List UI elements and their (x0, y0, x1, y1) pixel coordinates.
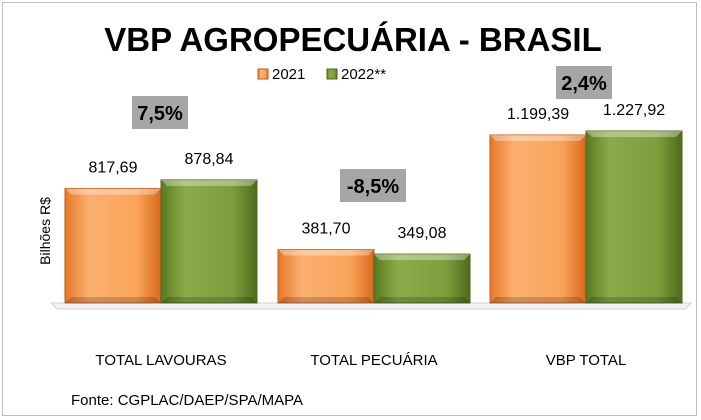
category-label: TOTAL LAVOURAS (95, 352, 226, 369)
bar-total-lavouras-2022 (160, 179, 258, 304)
bar-vbp-total-2022 (585, 130, 683, 304)
legend-item-2022: 2022** (326, 66, 386, 83)
bar-total-lavouras-2021 (64, 187, 162, 304)
legend-label: 2021 (272, 66, 305, 83)
legend-item-2021: 2021 (257, 66, 305, 83)
change-label: 2,4% (561, 73, 607, 95)
bar-chart: VBP AGROPECUÁRIA - BRASIL 2021 2022** 817… (37, 21, 693, 409)
floor-plane (49, 302, 693, 310)
change-label: -8,5% (347, 176, 399, 198)
bar-total-pecu-ria-2021 (277, 249, 375, 304)
y-axis-title: Bilhões R$ (37, 197, 53, 265)
value-label: 817,69 (89, 159, 138, 176)
change-label: 7,5% (137, 103, 183, 125)
chart-title: VBP AGROPECUÁRIA - BRASIL (104, 21, 601, 58)
chart-frame: VBP AGROPECUÁRIA - BRASIL 2021 2022** 817… (2, 2, 697, 416)
change-badge: 7,5% (132, 96, 188, 129)
legend-swatch (257, 68, 269, 80)
legend-swatch (326, 68, 338, 80)
bar-total-pecu-ria-2022 (373, 253, 471, 304)
value-label: 878,84 (185, 151, 234, 168)
category-label: VBP TOTAL (546, 352, 627, 369)
value-label: 349,08 (398, 225, 447, 242)
source-note: Fonte: CGPLAC/DAEP/SPA/MAPA (71, 392, 303, 409)
change-badge: 2,4% (556, 66, 612, 99)
category-label: TOTAL PECUÁRIA (310, 352, 437, 369)
value-label: 1.227,92 (603, 102, 665, 119)
bar-vbp-total-2021 (489, 134, 587, 304)
legend-label: 2022** (341, 66, 386, 83)
value-label: 381,70 (302, 221, 351, 238)
chart-legend: 2021 2022** (257, 66, 386, 83)
value-label: 1.199,39 (507, 106, 569, 123)
change-badge: -8,5% (340, 169, 406, 202)
chart-floor (49, 302, 693, 310)
